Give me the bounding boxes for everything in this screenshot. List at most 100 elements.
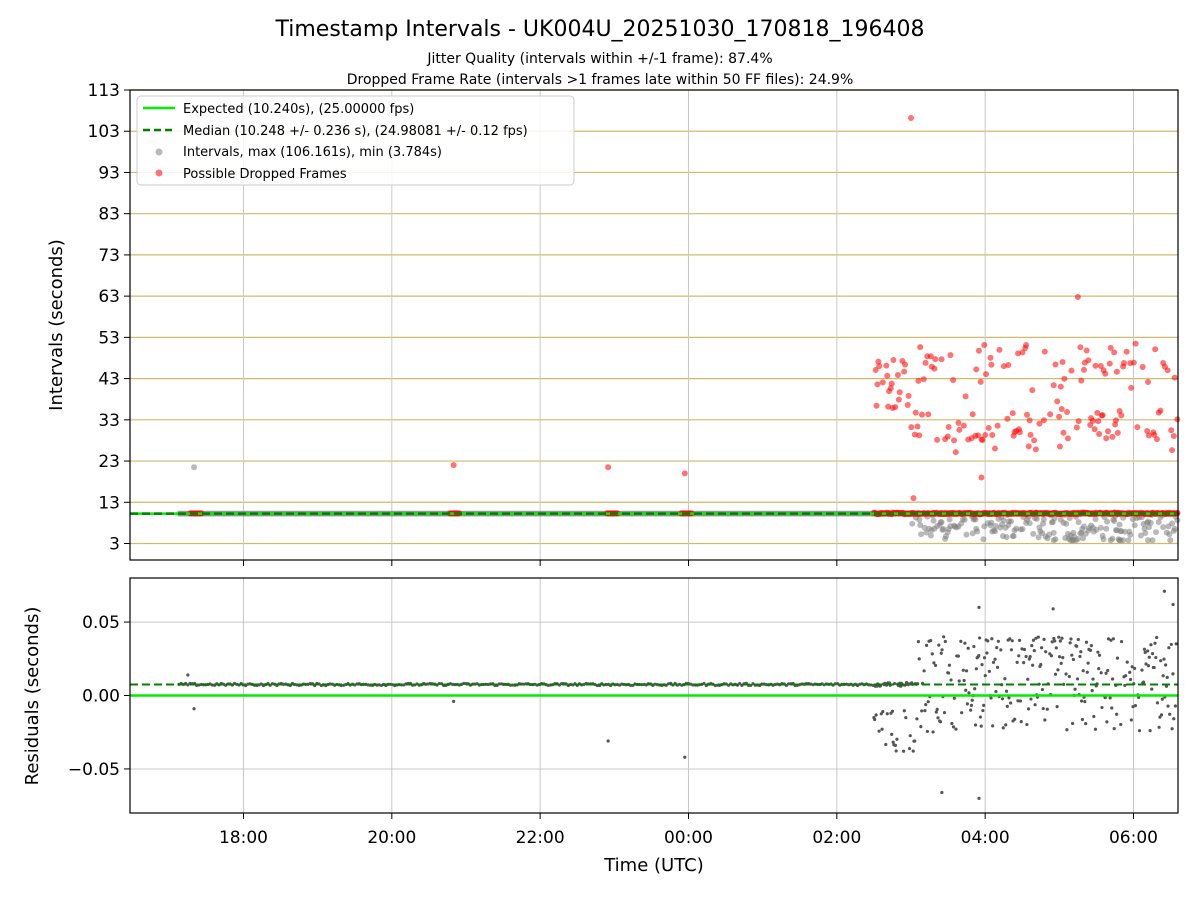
residual-point	[991, 660, 996, 664]
residual-point	[1164, 663, 1168, 667]
dropped-frame-point	[890, 357, 897, 364]
residual-point	[972, 644, 976, 649]
interval-point	[1074, 536, 1081, 543]
residual-point	[961, 668, 965, 672]
residual-point	[1000, 697, 1005, 701]
residual-point	[991, 724, 995, 728]
interval-point	[1030, 530, 1037, 537]
residual-point	[1009, 648, 1014, 652]
interval-point	[963, 531, 970, 538]
residual-point	[1091, 677, 1095, 681]
dropped-frame-point	[904, 402, 911, 409]
residual-point	[1109, 638, 1113, 642]
residual-point	[1099, 671, 1103, 675]
residual-point	[1028, 654, 1032, 659]
residual-point	[1015, 660, 1019, 664]
residual-point	[885, 712, 889, 716]
interval-point	[1000, 517, 1007, 524]
residual-point	[1162, 657, 1166, 661]
interval-point	[1125, 537, 1132, 544]
residual-point	[1036, 635, 1040, 639]
residual-point	[1133, 666, 1137, 670]
legend-dropped-swatch	[155, 169, 163, 177]
interval-point	[1171, 525, 1178, 532]
dropped-frame-point	[1114, 429, 1121, 436]
residual-point	[1146, 664, 1151, 668]
residual-point	[977, 636, 982, 640]
residual-point	[1056, 668, 1060, 672]
residual-point	[1168, 712, 1172, 716]
interval-point	[980, 536, 987, 543]
bottom-panel-lines	[130, 683, 1178, 697]
residual-point	[901, 749, 906, 753]
residual-point	[1092, 714, 1096, 719]
dropped-frame-point	[1019, 349, 1026, 356]
top-y-tick-label: 93	[98, 163, 120, 183]
residual-point	[1146, 649, 1150, 653]
residual-point	[1159, 659, 1163, 663]
residual-point	[923, 709, 927, 713]
interval-point	[1147, 519, 1154, 526]
bottom-y-tick-label: 0.05	[82, 613, 120, 633]
residual-point	[1128, 670, 1132, 674]
dropped-frame-point	[1157, 407, 1164, 414]
dropped-frame-point	[1058, 406, 1065, 413]
interval-point	[991, 528, 998, 535]
residual-point	[1059, 661, 1063, 665]
dropped-frame-point	[1099, 412, 1106, 419]
dropped-frame-point	[910, 495, 917, 502]
residual-point	[1158, 715, 1162, 719]
residual-point	[969, 703, 974, 707]
dropped-frame-point	[1080, 366, 1087, 373]
dropped-frame-point	[920, 376, 927, 383]
residual-point	[977, 653, 981, 658]
residual-point	[977, 605, 981, 609]
dropped-frame-point	[1145, 432, 1152, 439]
residual-point	[1069, 637, 1073, 641]
dropped-frame-point	[1170, 432, 1177, 439]
interval-point	[1111, 518, 1118, 525]
residual-point	[1022, 661, 1026, 665]
dropped-frame-point	[905, 392, 912, 399]
x-tick-label: 18:00	[219, 828, 268, 848]
interval-point	[972, 516, 979, 523]
x-tick-label: 00:00	[664, 828, 713, 848]
dropped-frame-point	[874, 381, 881, 388]
dropped-frame-point	[994, 422, 1001, 429]
residual-point	[1119, 639, 1124, 644]
dropped-frame-point	[875, 358, 882, 365]
residual-point	[1041, 706, 1045, 711]
residual-point	[1040, 687, 1045, 692]
interval-point	[1149, 537, 1156, 544]
dropped-frame-point	[1078, 377, 1085, 384]
residual-point	[884, 742, 888, 747]
residual-point	[1009, 701, 1013, 705]
residual-point	[1130, 665, 1134, 669]
dropped-frame-point	[873, 402, 880, 409]
dropped-frame-point	[1047, 411, 1054, 418]
interval-point	[1026, 520, 1033, 527]
dropped-frame-point	[1169, 447, 1176, 454]
dropped-frame-point	[1151, 431, 1158, 438]
residual-point	[1090, 689, 1094, 693]
dropped-frame-point	[1096, 430, 1103, 437]
residual-point	[1017, 654, 1021, 658]
residual-point	[1088, 648, 1093, 652]
dropped-frame-point	[1128, 384, 1135, 391]
residual-point	[1051, 607, 1055, 611]
dropped-frame-point	[987, 354, 994, 361]
dropped-frame-point	[1118, 412, 1125, 419]
dropped-frame-point	[947, 352, 954, 359]
interval-point	[946, 516, 953, 523]
residual-point	[995, 665, 1000, 670]
dropped-frame-point	[896, 389, 903, 396]
interval-point	[1097, 524, 1104, 531]
residual-point	[1010, 639, 1014, 643]
interval-point	[1040, 516, 1047, 523]
residual-point	[1039, 662, 1043, 667]
top-y-tick-label: 13	[98, 493, 120, 513]
dropped-frame-point	[962, 393, 969, 400]
residual-point	[1155, 635, 1159, 640]
residual-point	[933, 663, 938, 668]
dropped-frame-point	[1050, 382, 1057, 389]
